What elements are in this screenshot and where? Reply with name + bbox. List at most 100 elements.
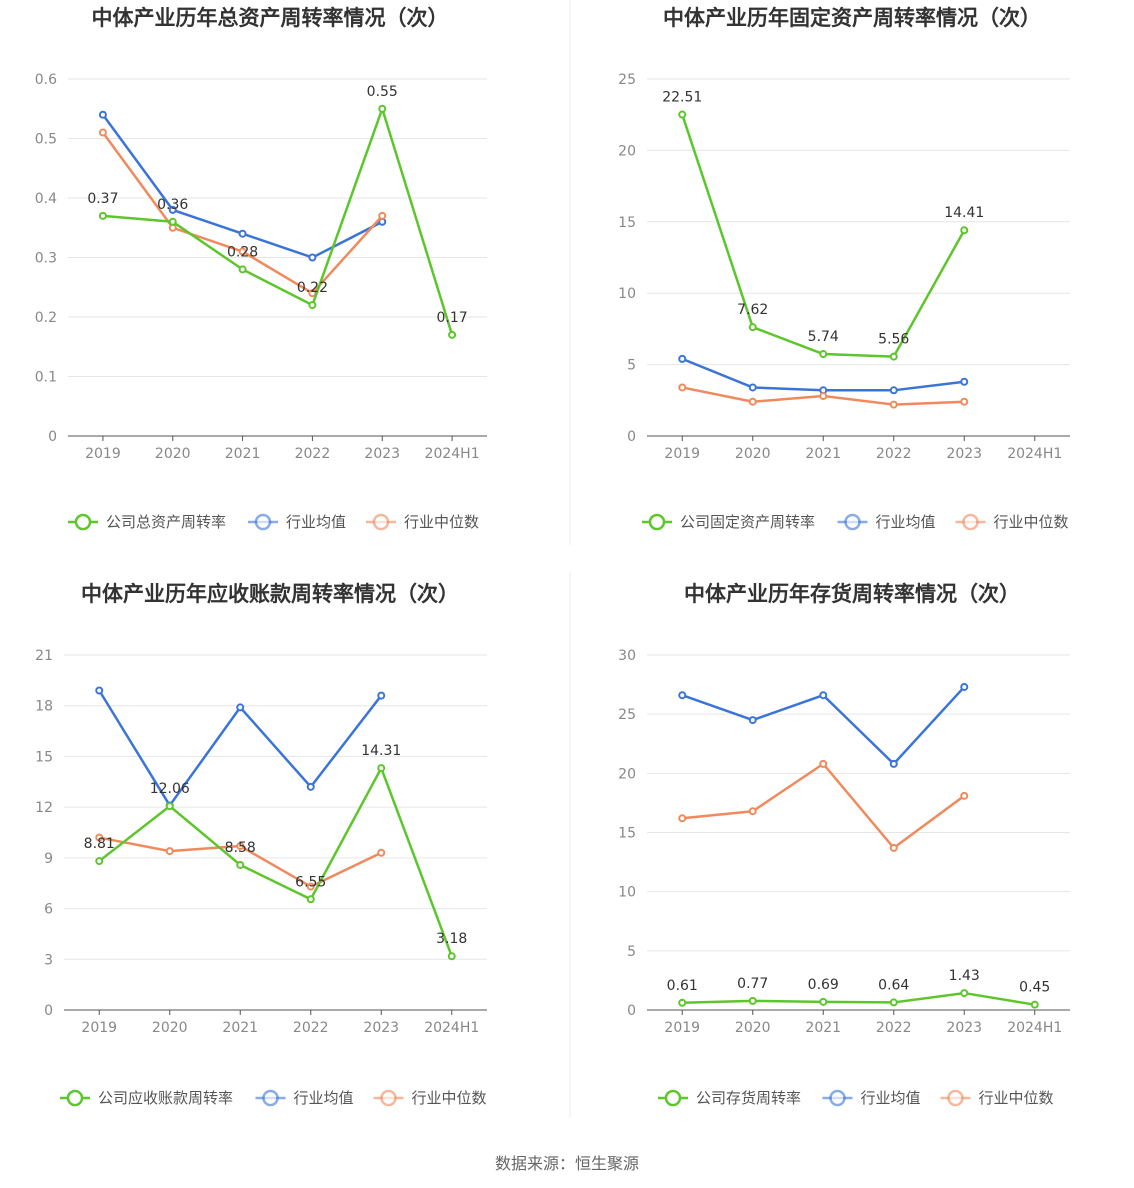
data-point-company — [447, 952, 456, 961]
legend-label: 行业均值 — [294, 1089, 354, 1107]
x-tick-label: 2021 — [805, 446, 841, 462]
y-tick-label: 5 — [627, 944, 636, 960]
data-point-median — [165, 847, 174, 856]
data-point-avg — [678, 354, 687, 363]
data-point-company — [377, 764, 386, 773]
legend-item-avg[interactable]: 行业均值 — [822, 1089, 921, 1107]
legend-item-company[interactable]: 公司存货周转率 — [658, 1089, 801, 1107]
y-tick-label: 9 — [44, 851, 53, 867]
data-label: 14.41 — [944, 205, 984, 221]
legend-label: 行业均值 — [286, 513, 346, 531]
data-point-median — [98, 128, 107, 137]
legend-item-company[interactable]: 公司总资产周转率 — [68, 513, 226, 531]
data-point-avg — [748, 383, 757, 392]
data-label: 8.81 — [84, 836, 115, 852]
x-tick-label: 2020 — [735, 446, 771, 462]
data-point-company — [236, 860, 245, 869]
data-label: 0.64 — [878, 977, 909, 993]
legend-label: 行业中位数 — [979, 1089, 1054, 1107]
data-label: 0.45 — [1019, 980, 1050, 996]
y-tick-label: 18 — [35, 699, 53, 715]
legend-item-median[interactable]: 行业中位数 — [955, 513, 1069, 531]
data-label: 5.74 — [808, 329, 839, 345]
data-point-avg — [819, 691, 828, 700]
y-tick-label: 5 — [627, 358, 636, 374]
y-tick-label: 0.5 — [35, 132, 57, 148]
data-point-median — [748, 807, 757, 816]
legend-label: 公司应收账款周转率 — [98, 1089, 233, 1107]
legend-item-avg[interactable]: 行业均值 — [248, 513, 346, 531]
data-label: 0.36 — [157, 197, 188, 213]
data-point-avg — [306, 782, 315, 791]
data-point-median — [678, 383, 687, 392]
data-label: 6.55 — [295, 874, 326, 890]
legend-item-company[interactable]: 公司应收账款周转率 — [60, 1089, 233, 1107]
y-tick-label: 0 — [627, 1003, 636, 1019]
x-tick-label: 2022 — [293, 1020, 329, 1036]
series-line-avg — [681, 357, 965, 392]
x-tick-label: 2019 — [81, 1020, 117, 1036]
legend-item-median[interactable]: 行业中位数 — [940, 1089, 1054, 1107]
legend-label: 行业均值 — [861, 1089, 921, 1107]
data-point-avg — [98, 110, 107, 119]
data-point-median — [95, 833, 104, 842]
y-tick-label: 0.6 — [35, 72, 57, 88]
legend-item-median[interactable]: 行业中位数 — [366, 513, 479, 531]
legend-item-avg[interactable]: 行业均值 — [837, 513, 936, 531]
x-tick-label: 2023 — [363, 1020, 399, 1036]
legend-circle-icon — [844, 513, 861, 531]
legend-label: 公司总资产周转率 — [106, 513, 226, 531]
data-point-median — [960, 791, 969, 800]
series-line-company — [98, 766, 453, 957]
data-point-company — [748, 996, 757, 1005]
data-point-avg — [678, 691, 687, 700]
y-tick-label: 0 — [627, 429, 636, 445]
chart-3: 中体产业历年应收账款周转率情况（次） 0 3 6 9 12 15 18 21 2019 2020 20… — [35, 582, 487, 1107]
data-point-company — [168, 217, 177, 226]
y-tick-label: 15 — [618, 215, 636, 231]
data-point-median — [236, 842, 245, 851]
y-tick-label: 10 — [618, 286, 636, 302]
chart-title: 中体产业历年总资产周转率情况（次） — [92, 6, 449, 30]
data-point-avg — [960, 682, 969, 691]
y-tick-label: 20 — [618, 143, 636, 159]
data-point-avg — [308, 253, 317, 262]
legend-circle-icon — [664, 1089, 682, 1107]
data-label: 0.17 — [436, 310, 467, 326]
x-tick-label: 2024H1 — [424, 1020, 479, 1036]
data-label: 7.62 — [737, 302, 768, 318]
data-point-company — [819, 997, 828, 1006]
data-point-company — [819, 350, 828, 359]
data-point-company — [1030, 1000, 1039, 1009]
y-tick-label: 0.3 — [35, 251, 57, 267]
y-tick-label: 10 — [618, 885, 636, 901]
data-point-company — [678, 998, 687, 1007]
data-label: 0.77 — [737, 976, 768, 992]
data-point-median — [819, 392, 828, 401]
chart-title: 中体产业历年应收账款周转率情况（次） — [81, 582, 459, 606]
y-tick-label: 20 — [618, 766, 636, 782]
x-tick-label: 2024H1 — [425, 446, 480, 462]
x-tick-label: 2021 — [225, 446, 261, 462]
legend-item-company[interactable]: 公司固定资产周转率 — [642, 513, 815, 531]
data-point-median — [960, 397, 969, 406]
legend-label: 行业中位数 — [404, 513, 479, 531]
x-tick-label: 2023 — [946, 1020, 982, 1036]
data-point-avg — [889, 759, 898, 768]
legend-label: 行业均值 — [876, 513, 936, 531]
legend-item-median[interactable]: 行业中位数 — [373, 1089, 487, 1107]
data-point-company — [448, 330, 457, 339]
data-point-avg — [960, 377, 969, 386]
y-tick-label: 25 — [618, 72, 636, 88]
x-tick-label: 2021 — [222, 1020, 258, 1036]
x-tick-label: 2022 — [876, 446, 912, 462]
legend-item-avg[interactable]: 行业均值 — [255, 1089, 354, 1107]
data-point-company — [306, 895, 315, 904]
data-label: 0.69 — [808, 977, 839, 993]
data-point-median — [889, 843, 898, 852]
data-point-avg — [889, 386, 898, 395]
data-point-company — [378, 104, 387, 113]
chart-title: 中体产业历年固定资产周转率情况（次） — [663, 6, 1041, 30]
y-tick-label: 0.2 — [35, 310, 57, 326]
